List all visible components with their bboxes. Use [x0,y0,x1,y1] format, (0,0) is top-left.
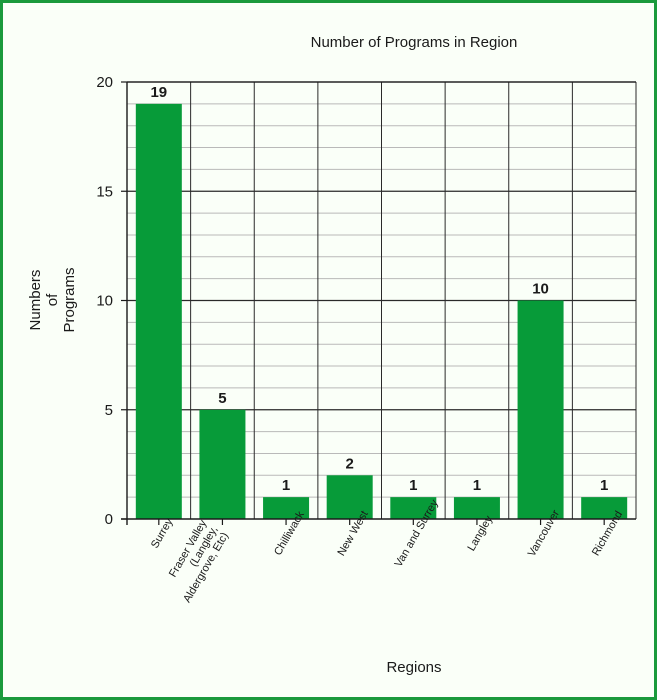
data-label: 5 [218,390,226,407]
data-label: 19 [150,84,167,101]
y-tick-label: 15 [96,183,113,200]
bar [199,409,246,519]
data-label: 1 [600,477,608,494]
data-label: 1 [473,477,481,494]
axes [121,81,636,525]
bar [453,497,500,519]
y-axis-title: NumbersofPrograms [27,267,78,332]
y-tick-labels: 0 5 10 15 20 [96,74,113,528]
y-tick-label: 5 [105,402,113,419]
bar [517,300,564,519]
bar [581,497,628,519]
data-label: 1 [282,477,290,494]
y-tick-label: 0 [105,511,113,528]
bar [326,475,373,519]
x-tick-label: Surrey [149,516,176,550]
bar [263,497,310,519]
data-labels: 19 5 1 2 1 1 10 1 [150,84,608,494]
chart-title: Number of Programs in Region [311,34,518,51]
y-tick-label: 20 [96,74,113,91]
bar [135,103,182,519]
x-axis-title: Regions [386,659,441,676]
y-tick-label: 10 [96,293,113,310]
data-label: 1 [409,477,417,494]
bars [135,103,628,519]
data-label: 10 [532,281,549,298]
data-label: 2 [346,455,354,472]
bar [390,497,437,519]
